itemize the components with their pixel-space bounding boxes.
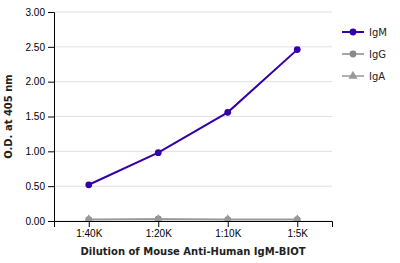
tick-label: 1:20K xyxy=(146,228,172,239)
tick-label: 1.50 xyxy=(26,111,46,122)
grid-line xyxy=(54,12,332,13)
tick-label: 2.50 xyxy=(26,42,46,53)
series xyxy=(85,216,300,221)
tick-label: 0.50 xyxy=(26,181,46,192)
x-axis: 1:40K 1:20K 1:10K 1:5K xyxy=(55,221,333,239)
tick-mark xyxy=(48,47,54,48)
line xyxy=(89,218,298,220)
tick-mark xyxy=(48,186,54,187)
tick: 1:20K xyxy=(146,221,172,239)
grid xyxy=(54,12,332,221)
legend-label: IgM xyxy=(369,27,387,38)
grid-line xyxy=(54,81,332,82)
tick-label: 1:5K xyxy=(287,228,308,239)
chart: 0.000.501.001.502.002.503.001:40K1:20K1:… xyxy=(0,0,400,263)
tick: 2.50 xyxy=(26,42,54,53)
tick: 0.00 xyxy=(26,216,54,227)
tick-mark xyxy=(48,221,54,222)
line xyxy=(89,50,298,185)
tick-mark xyxy=(297,221,298,227)
legend-marker xyxy=(350,51,357,58)
marker xyxy=(155,149,162,156)
tick-mark xyxy=(89,221,90,227)
series xyxy=(84,214,302,221)
marker xyxy=(294,46,301,53)
tick: 0.50 xyxy=(26,181,54,192)
legend-item: IgG xyxy=(342,49,386,60)
line xyxy=(89,219,298,221)
tick: 3.00 xyxy=(26,7,54,18)
marker xyxy=(154,214,163,221)
tick-mark xyxy=(48,82,54,83)
legend-marker xyxy=(348,71,357,79)
series xyxy=(85,46,300,188)
tick-label: 1:10K xyxy=(215,228,241,239)
tick-label: 2.00 xyxy=(26,76,46,87)
tick: 1:10K xyxy=(215,221,241,239)
tick-label: 1:40K xyxy=(76,228,102,239)
legend-marker xyxy=(350,29,357,36)
tick: 1:40K xyxy=(76,221,102,239)
grid-line xyxy=(54,116,332,117)
tick-label: 1.00 xyxy=(26,146,46,157)
plot-area: 0.000.501.001.502.002.503.001:40K1:20K1:… xyxy=(3,7,333,257)
marker xyxy=(85,181,92,188)
legend-item: IgA xyxy=(342,71,385,82)
marker xyxy=(223,214,232,221)
axis-line xyxy=(55,222,333,228)
y-axis: 0.00 0.50 1.00 1.50 2.00 2.50 3.00 xyxy=(26,7,55,227)
grid-line xyxy=(54,151,332,152)
tick-mark xyxy=(48,117,54,118)
tick-label: 3.00 xyxy=(26,7,46,18)
marker xyxy=(293,214,302,221)
marker xyxy=(224,109,231,116)
marker xyxy=(84,214,93,221)
tick-mark xyxy=(48,151,54,152)
x-axis-title: Dilution of Mouse Anti-Human IgM-BIOT xyxy=(81,246,306,257)
tick: 1.50 xyxy=(26,111,54,122)
tick-mark xyxy=(228,221,229,227)
tick: 2.00 xyxy=(26,76,54,87)
tick-mark xyxy=(48,12,54,13)
y-axis-title: O.D. at 405 nm xyxy=(3,74,14,159)
legend-item: IgM xyxy=(342,27,387,38)
marks xyxy=(84,46,302,221)
legend-label: IgG xyxy=(369,49,386,60)
tick: 1.00 xyxy=(26,146,54,157)
tick: 1:5K xyxy=(287,221,308,239)
legend-label: IgA xyxy=(369,71,385,82)
legend: IgM IgG IgA xyxy=(342,27,387,82)
tick-label: 0.00 xyxy=(26,216,46,227)
axis-line xyxy=(48,13,55,222)
tick-mark xyxy=(158,221,159,227)
grid-line xyxy=(54,46,332,47)
grid-line xyxy=(54,186,332,187)
